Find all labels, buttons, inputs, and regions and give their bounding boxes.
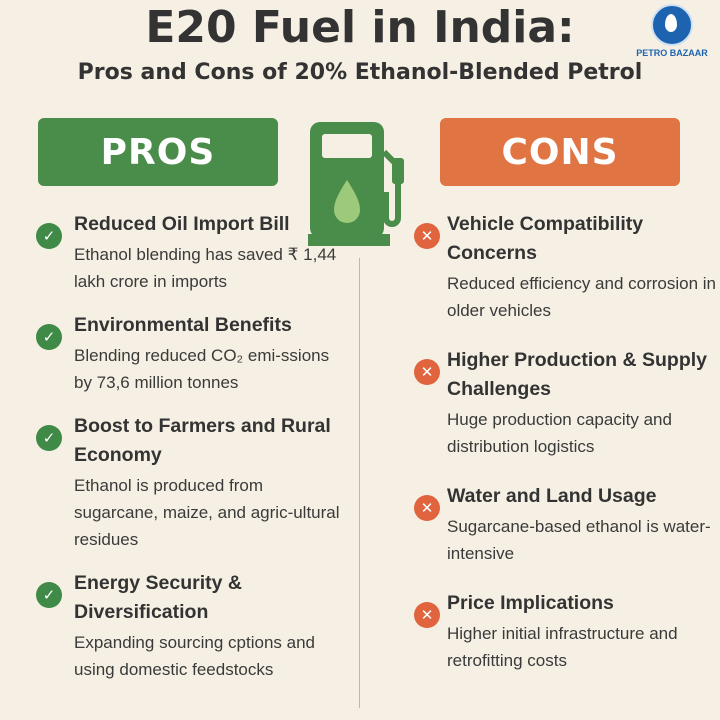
cons-item: ✕ Price Implications Higher initial infr… (414, 589, 720, 674)
item-body: Huge production capacity and distributio… (447, 410, 672, 456)
x-icon: ✕ (414, 602, 440, 628)
item-heading: Higher Production & Supply Challenges (447, 349, 708, 400)
x-icon: ✕ (414, 223, 440, 249)
item-heading: Price Implications (447, 592, 614, 614)
cons-banner: CONS (440, 118, 680, 186)
cons-item: ✕ Higher Production & Supply Challenges … (414, 346, 720, 460)
fuel-pump-icon (308, 122, 404, 246)
item-body: Ethanol blending has saved ₹ 1,44 lakh c… (74, 245, 337, 291)
item-body: Blending reduced CO₂ emi-ssions by 73,6 … (74, 346, 330, 392)
column-divider (359, 258, 360, 708)
item-heading: Reduced Oil Import Bill (74, 213, 290, 235)
pros-item: ✓ Energy Security & Diversification Expa… (36, 569, 342, 683)
flame-drop-icon (651, 4, 693, 46)
pros-list: ✓ Reduced Oil Import Bill Ethanol blendi… (36, 210, 342, 683)
page-title: E20 Fuel in India: (145, 2, 575, 53)
item-body: Expanding sourcing cptions and using dom… (74, 633, 315, 679)
item-body: Sugarcane-based ethanol is water-intensi… (447, 517, 711, 563)
logo-text: PETRO BAZAAR (636, 48, 708, 58)
item-body: Higher initial infrastructure and retrof… (447, 624, 678, 670)
item-heading: Water and Land Usage (447, 485, 657, 507)
item-heading: Boost to Farmers and Rural Economy (74, 415, 331, 466)
cons-item: ✕ Water and Land Usage Sugarcane-based e… (414, 482, 720, 567)
pros-banner: PROS (38, 118, 278, 186)
check-icon: ✓ (36, 223, 62, 249)
petro-bazaar-logo: PETRO BAZAAR (632, 4, 712, 58)
check-icon: ✓ (36, 324, 62, 350)
page-subtitle: Pros and Cons of 20% Ethanol-Blended Pet… (77, 60, 643, 85)
check-icon: ✓ (36, 425, 62, 451)
x-icon: ✕ (414, 359, 440, 385)
item-heading: Vehicle Compatibility Concerns (447, 213, 644, 264)
item-heading: Energy Security & Diversification (74, 572, 242, 623)
x-icon: ✕ (414, 495, 440, 521)
check-icon: ✓ (36, 582, 62, 608)
item-heading: Environmental Benefits (74, 314, 292, 336)
cons-item: ✕ Vehicle Compatibility Concerns Reduced… (414, 210, 720, 324)
cons-list: ✕ Vehicle Compatibility Concerns Reduced… (414, 210, 720, 674)
item-body: Reduced efficiency and corrosion in olde… (447, 274, 717, 320)
item-body: Ethanol is produced from sugarcane, maiz… (74, 476, 340, 549)
pros-item: ✓ Environmental Benefits Blending reduce… (36, 311, 342, 396)
pros-item: ✓ Reduced Oil Import Bill Ethanol blendi… (36, 210, 342, 295)
pros-item: ✓ Boost to Farmers and Rural Economy Eth… (36, 412, 342, 553)
